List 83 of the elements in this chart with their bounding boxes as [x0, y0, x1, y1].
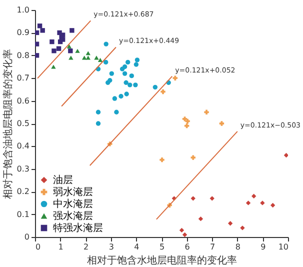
x-tick-label: 6: [184, 242, 190, 252]
x-axis-title: 相对于饱含水地层电阻率的变化率: [87, 254, 237, 266]
point: [179, 228, 184, 233]
point: [182, 232, 188, 237]
y-tick-label: 0.1: [16, 210, 30, 219]
point: [284, 152, 288, 158]
point: [270, 202, 276, 208]
point: [190, 196, 196, 201]
point: [128, 82, 132, 88]
point: [86, 51, 90, 56]
point: [66, 44, 72, 48]
point: [114, 110, 119, 114]
y-tick-label: 0.6: [16, 96, 30, 106]
point: [68, 48, 73, 54]
y-tick-label: 0.5: [16, 119, 30, 128]
point: [210, 196, 214, 201]
x-tick-label: 2: [84, 242, 89, 252]
point: [122, 64, 128, 70]
x-tick-label: 0: [36, 242, 41, 252]
point: [51, 64, 56, 69]
point: [260, 200, 265, 206]
legend-label: 强水淹层: [53, 210, 93, 222]
point: [185, 118, 190, 124]
point: [129, 73, 134, 78]
x-tick-label: 4: [134, 242, 140, 252]
point: [58, 39, 63, 44]
y-tick-label: 0.8: [16, 50, 30, 60]
y-tick-label: 0: [24, 232, 30, 242]
point: [56, 46, 62, 51]
point: [40, 28, 45, 33]
x-tick-label: 1: [58, 242, 64, 252]
point: [160, 157, 164, 162]
y-tick-label: 0.7: [16, 74, 30, 83]
point: [124, 80, 128, 85]
point: [104, 42, 108, 46]
point: [109, 71, 114, 76]
point: [96, 110, 101, 114]
point: [126, 60, 130, 65]
point: [37, 24, 42, 28]
y-tick-label: 0.9: [16, 28, 30, 38]
point: [52, 48, 56, 54]
y-tick-label: 1.0: [16, 6, 30, 14]
x-tick-label: 3: [108, 242, 114, 252]
point: [198, 216, 204, 222]
point: [50, 39, 54, 44]
point: [98, 58, 103, 62]
point: [35, 30, 40, 36]
point: [134, 58, 140, 62]
y-tick-label: 0.4: [16, 142, 30, 151]
point: [35, 53, 40, 58]
point: [240, 226, 245, 230]
point: [122, 71, 128, 76]
y-tick-label: 0.2: [16, 187, 30, 196]
legend-label: 弱水淹层: [53, 186, 93, 198]
point: [70, 28, 74, 33]
point: [75, 48, 80, 53]
legend-label: 中水淹层: [53, 198, 93, 210]
x-tick-label: 9: [260, 242, 266, 252]
point: [133, 82, 138, 88]
x-tick-label: 8: [235, 242, 240, 252]
y-axis-title: 相对于饱含油地层电阻率的变化率: [2, 49, 14, 199]
point: [112, 96, 118, 101]
x-tick-label: 7: [210, 242, 216, 252]
x-tick-label: 10: [278, 242, 288, 252]
point: [118, 94, 124, 99]
legend-label: 油层: [53, 174, 73, 186]
point: [124, 92, 129, 96]
point: [252, 194, 256, 198]
point: [96, 121, 101, 126]
point: [134, 62, 139, 67]
point: [246, 200, 251, 206]
y-tick-label: 0.3: [16, 164, 30, 174]
point: [103, 60, 108, 65]
legend-label: 特强水淹层: [53, 222, 103, 234]
point: [152, 84, 158, 90]
point: [35, 42, 40, 46]
point: [172, 76, 178, 80]
point: [160, 89, 166, 94]
point: [190, 155, 196, 160]
point: [228, 221, 233, 226]
x-tick-label: 5: [159, 242, 165, 252]
point: [204, 110, 209, 114]
point: [219, 121, 224, 126]
